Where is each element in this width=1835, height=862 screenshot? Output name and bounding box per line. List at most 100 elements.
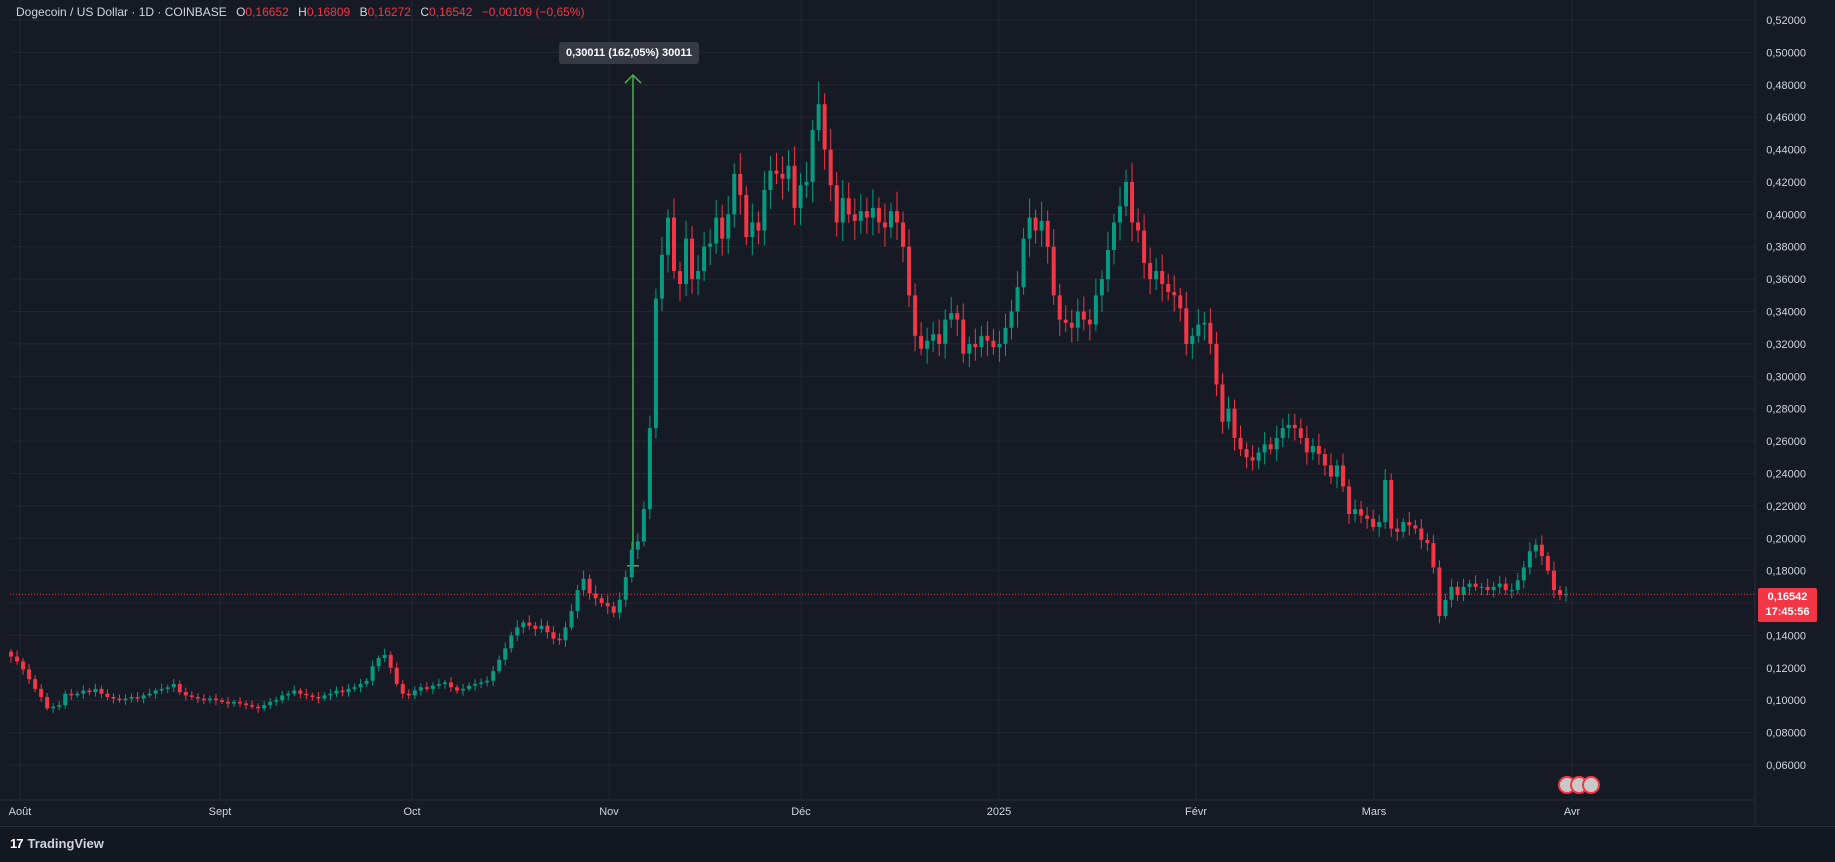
y-tick-label: 0,12000 [1766,663,1806,675]
candle [907,229,912,307]
candle-body [1202,322,1207,325]
candle [111,693,116,704]
candle [189,691,194,700]
x-tick-label: Sept [209,806,232,818]
candle-body [1274,437,1279,450]
candle-body [9,651,13,657]
candle [1117,186,1122,241]
candle [1497,575,1502,595]
candle [864,197,869,234]
candle-body [57,705,62,707]
candle-body [810,130,815,182]
candle [370,660,375,686]
candle [931,322,936,353]
candle-body [888,211,893,228]
candle-body [1286,424,1291,429]
candle [232,699,237,707]
candle [93,683,98,697]
candle-body [1401,522,1406,532]
candle-body [201,698,206,701]
candle [1371,509,1376,532]
candle [1557,585,1562,601]
candle [225,697,230,709]
candle-body [418,687,423,691]
candle [762,171,767,246]
candle-body [1172,292,1177,296]
candle [1069,309,1074,343]
events-badge[interactable] [1558,776,1600,794]
candle-body [1130,181,1135,223]
candle-body [931,334,936,341]
candle-body [15,656,20,662]
candle [467,682,472,692]
candle [1521,561,1526,589]
candle-body [1039,220,1044,231]
candle-body [846,198,851,215]
candle [1021,228,1026,295]
candle-body [1479,586,1484,588]
candle [141,692,146,704]
candle [653,288,658,439]
candle-body [1347,486,1352,514]
candle-body [943,319,948,344]
candle [961,303,966,364]
candle [901,211,906,263]
time-axis: Août Sept Oct Nov Déc 2025 Févr Mars Avr [0,799,1755,818]
candle-body [1075,311,1080,328]
candle-body [39,688,44,697]
candle [647,415,652,520]
candle-body [521,622,526,628]
candle-body [515,627,520,636]
candle [430,682,435,695]
candle-body [1551,570,1556,591]
candle [388,651,393,674]
candle-body [1184,308,1189,344]
candle-body [1533,544,1538,552]
candle [557,633,562,645]
candle-body [828,149,833,186]
candle [51,703,56,713]
candle-body [1316,445,1321,455]
tradingview-logo[interactable]: 17 TradingView [10,836,104,851]
candle [1485,578,1490,596]
candle-body [1238,437,1243,450]
candle [9,649,13,663]
candle-body [33,679,38,689]
candle [310,692,315,701]
x-tick-label: Oct [403,806,420,818]
y-tick-label: 0,14000 [1766,630,1806,642]
candle [1509,583,1514,599]
candle [1105,231,1110,292]
candle [461,683,466,696]
candle [340,686,345,697]
candle-body [1431,543,1436,568]
candle-body [45,696,50,709]
candle-body [292,690,297,694]
candle [913,283,918,352]
symbol-title[interactable]: Dogecoin / US Dollar · 1D · COINBASE [16,5,227,19]
candle [714,200,719,254]
candle [1419,518,1424,549]
candle-body [1353,509,1358,514]
candle-body [382,654,387,659]
candle-body [780,173,785,179]
candle-body [467,685,472,689]
candle [1268,437,1273,455]
candle [358,678,363,693]
y-tick-label: 0,52000 [1766,15,1806,27]
measure-label[interactable]: 0,30011 (162,05%) 30011 [559,42,700,64]
candle [750,203,755,256]
candle-body [756,222,761,231]
price-chart[interactable]: 0,52000 0,50000 0,48000 0,46000 0,44000 0,420… [0,0,1835,826]
candle [346,684,351,697]
candle-body [575,590,580,612]
candle-body [671,217,676,272]
candle [1045,210,1050,264]
candle-body [1383,479,1388,523]
open-value: 0,16652 [245,5,289,19]
candle-body [238,701,243,704]
candle [1142,214,1147,279]
candle [1220,372,1225,434]
candle [738,153,743,215]
candle [165,684,170,694]
